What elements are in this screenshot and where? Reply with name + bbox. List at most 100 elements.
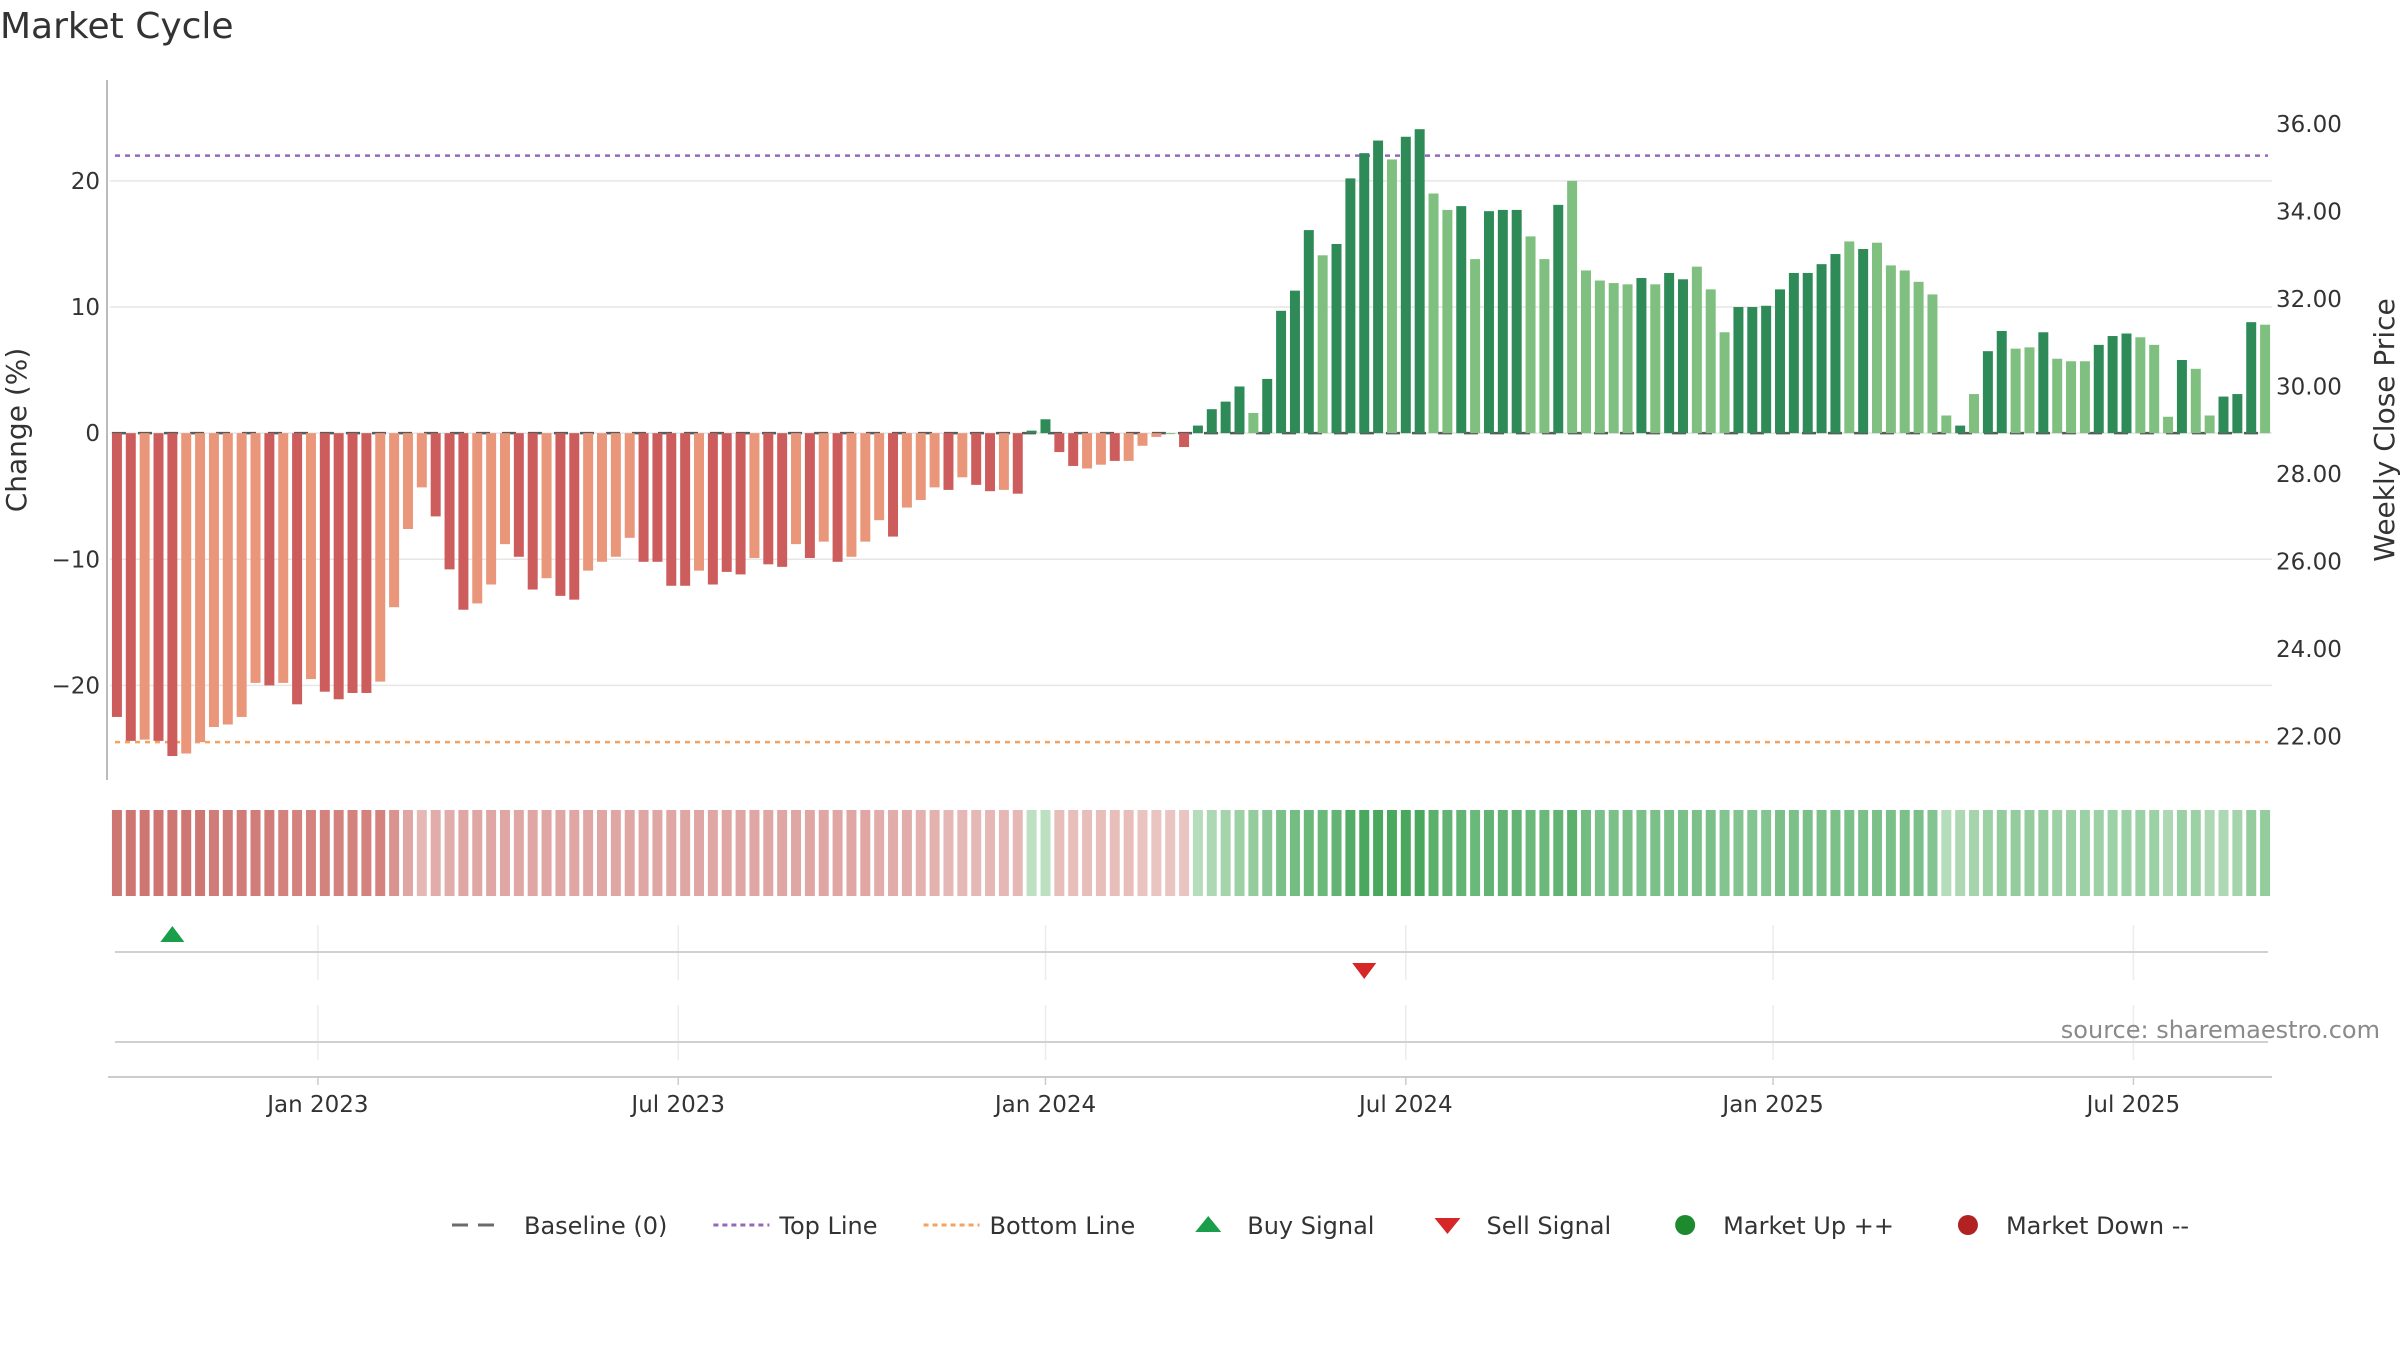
state-band-cell: [1026, 810, 1037, 896]
state-band-cell: [1345, 810, 1356, 896]
change-bars: [111, 129, 2271, 757]
change-bar: [860, 433, 871, 542]
change-bar: [846, 433, 857, 557]
state-band-cell: [1802, 810, 1813, 896]
y-tick-label-right: 22.00: [2276, 724, 2342, 750]
change-bar: [1691, 266, 1702, 434]
state-band-cell: [1788, 810, 1799, 896]
change-bar: [1262, 378, 1273, 434]
state-band-cell: [2232, 810, 2243, 896]
change-bar: [250, 433, 261, 683]
change-bar: [1511, 209, 1522, 434]
change-bar: [1026, 430, 1037, 434]
state-band-cell: [2066, 810, 2077, 896]
state-band-cell: [458, 810, 469, 896]
change-bar: [610, 433, 621, 557]
change-bar: [2010, 348, 2021, 434]
reference-lines: [112, 154, 2270, 744]
change-bar: [527, 433, 538, 590]
state-band-cell: [1262, 810, 1273, 896]
change-bar: [1830, 254, 1841, 434]
state-band-cell: [444, 810, 455, 896]
change-bar: [1580, 270, 1591, 434]
state-band-cell: [181, 810, 192, 896]
state-band-cell: [901, 810, 912, 896]
state-band-cell: [527, 810, 538, 896]
change-bar: [1317, 255, 1328, 434]
state-band-cell: [1497, 810, 1508, 896]
change-bar: [2232, 394, 2243, 434]
change-bar: [1151, 433, 1162, 437]
change-bar: [2260, 324, 2271, 434]
change-bar: [1497, 209, 1508, 434]
state-band-cell: [167, 810, 178, 896]
change-bar: [1373, 140, 1384, 434]
state-band-cell: [680, 810, 691, 896]
state-band-cell: [2107, 810, 2118, 896]
change-bar: [2093, 344, 2104, 434]
state-band-cell: [1165, 810, 1176, 896]
legend-triangle-up-icon: [1195, 1216, 1222, 1232]
y-tick-label-right: 24.00: [2276, 637, 2342, 663]
state-band-cell: [486, 810, 497, 896]
y-axis-right-title: Weekly Close Price: [2368, 298, 2400, 561]
change-bar: [998, 433, 1009, 490]
change-bar: [1289, 290, 1300, 434]
change-bar: [1040, 419, 1051, 434]
change-bar: [2135, 337, 2146, 434]
legend-item: Buy Signal: [1195, 1212, 1374, 1240]
y-tick-label-left: −10: [51, 547, 100, 573]
state-band-cell: [1844, 810, 1855, 896]
change-bar: [721, 433, 732, 572]
change-bar: [2121, 333, 2132, 434]
state-band-cell: [1719, 810, 1730, 896]
change-bar: [1414, 129, 1425, 434]
change-bar: [1082, 433, 1093, 469]
change-bar: [666, 433, 677, 586]
change-bar: [278, 433, 289, 683]
state-band-cell: [1525, 810, 1536, 896]
change-bar: [1359, 153, 1370, 434]
y-axis-left-title: Change (%): [0, 348, 33, 513]
change-bar: [985, 433, 996, 492]
state-band-cell: [915, 810, 926, 896]
change-bar: [499, 433, 510, 545]
state-band-cell: [305, 810, 316, 896]
state-band-cell: [2079, 810, 2090, 896]
change-bar: [1179, 433, 1190, 448]
change-bar: [1123, 433, 1134, 461]
state-band-cell: [2010, 810, 2021, 896]
change-bar: [1594, 280, 1605, 434]
change-bar: [458, 433, 469, 610]
change-bar: [1248, 412, 1259, 434]
change-bar: [236, 433, 247, 717]
change-bar: [1539, 259, 1550, 434]
state-band-cell: [610, 810, 621, 896]
state-band-cell: [874, 810, 885, 896]
change-bar: [2163, 416, 2174, 434]
change-bar: [1483, 211, 1494, 434]
state-band-cell: [2052, 810, 2063, 896]
change-bar: [652, 433, 663, 562]
state-band-cell: [1594, 810, 1605, 896]
state-band-cell: [1179, 810, 1190, 896]
change-bar: [1969, 394, 1980, 434]
change-bar: [1622, 284, 1633, 434]
legend-label: Buy Signal: [1247, 1212, 1374, 1240]
change-bar: [1192, 425, 1203, 434]
state-band-cell: [2121, 810, 2132, 896]
change-bar: [707, 433, 718, 585]
state-band-cell: [666, 810, 677, 896]
state-band-cell: [541, 810, 552, 896]
state-band-cell: [375, 810, 386, 896]
change-bar: [1456, 206, 1467, 434]
change-bar: [1386, 159, 1397, 434]
change-bar: [2052, 358, 2063, 434]
change-bar: [818, 433, 829, 542]
state-band-cell: [1955, 810, 1966, 896]
x-tick-label: Jan 2023: [265, 1092, 368, 1118]
change-bar: [264, 433, 275, 686]
state-band-cell: [583, 810, 594, 896]
change-bar: [513, 433, 524, 557]
legend-item: Top Line: [713, 1212, 878, 1240]
